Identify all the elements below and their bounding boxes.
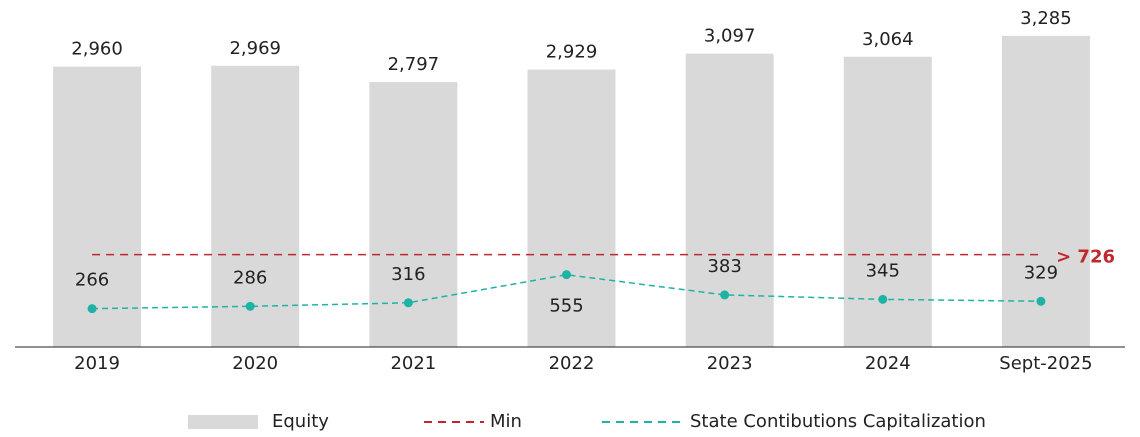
bar: [843, 56, 932, 347]
line-value-label: 345: [866, 260, 900, 281]
bar: [53, 66, 142, 347]
bar-value-label: 2,960: [71, 39, 123, 60]
line-value-label: 329: [1024, 262, 1058, 283]
bar: [685, 53, 774, 348]
line-point: [245, 301, 255, 311]
legend-label: Equity: [272, 411, 329, 432]
line-value-label: 555: [549, 296, 583, 317]
x-tick-label: 2021: [390, 353, 436, 374]
x-tick-label: Sept-2025: [999, 353, 1092, 374]
line-point: [720, 290, 730, 300]
line-point: [562, 270, 571, 280]
bar-value-label: 3,285: [1020, 8, 1072, 29]
x-tick-label: 2023: [707, 353, 753, 374]
legend-swatch: [188, 415, 258, 429]
line-point: [87, 304, 97, 314]
bar: [369, 82, 458, 347]
x-tick-label: 2020: [232, 353, 278, 374]
line-point: [1036, 296, 1046, 306]
line-point: [403, 298, 413, 308]
legend-label: State Contibutions Capitalization: [690, 411, 986, 432]
bar-value-label: 2,929: [546, 42, 598, 63]
bar-value-label: 2,797: [388, 54, 440, 75]
bar: [1001, 35, 1090, 348]
bar-value-label: 3,097: [704, 26, 756, 47]
min-label: > 726: [1056, 247, 1115, 268]
line-value-label: 266: [75, 270, 109, 291]
bar-value-label: 2,969: [229, 38, 281, 59]
bar: [527, 69, 616, 348]
line-value-label: 383: [707, 256, 741, 277]
x-tick-label: 2024: [865, 353, 911, 374]
legend-label: Min: [490, 411, 522, 432]
bar-value-label: 3,064: [862, 29, 914, 50]
x-tick-label: 2022: [549, 353, 595, 374]
bar: [211, 65, 300, 348]
x-tick-label: 2019: [74, 353, 120, 374]
line-value-label: 286: [233, 267, 267, 288]
line-value-label: 316: [391, 264, 425, 285]
line-point: [878, 294, 888, 304]
